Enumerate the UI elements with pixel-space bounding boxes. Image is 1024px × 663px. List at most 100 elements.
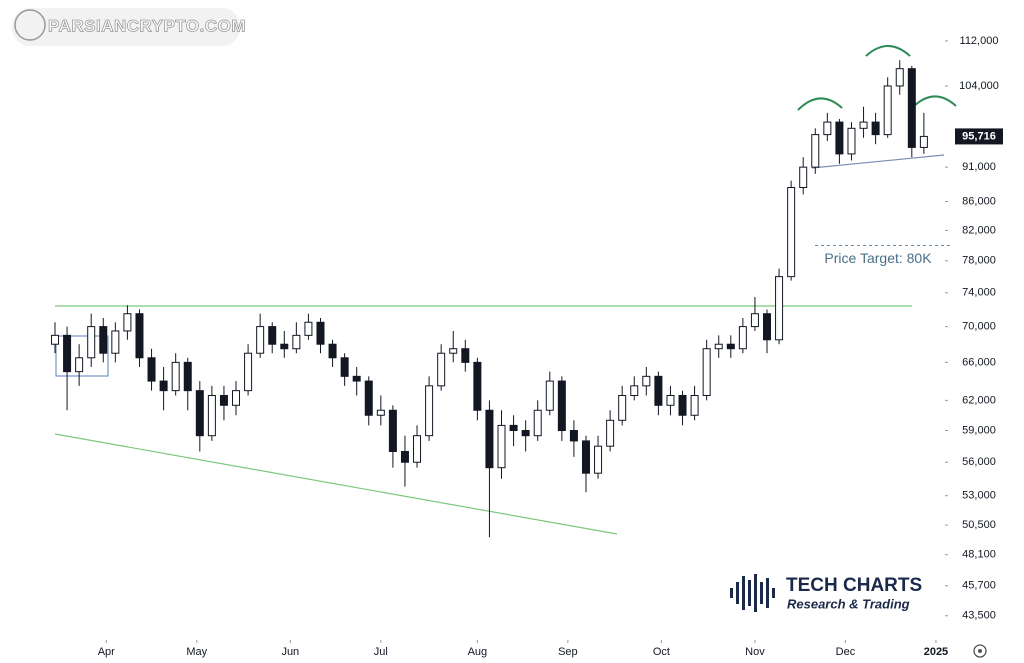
candle-body <box>618 394 627 421</box>
candle-body <box>919 135 928 148</box>
range-box <box>55 335 109 377</box>
last-price-box <box>955 128 1003 145</box>
x-tick-label: 2025 <box>924 646 948 658</box>
candle-body <box>726 343 735 350</box>
candle-body <box>171 361 180 392</box>
candle-body <box>750 313 759 328</box>
neckline <box>811 154 945 169</box>
candle-body <box>787 187 796 278</box>
candle-body <box>763 313 771 341</box>
shoulder-arc <box>911 95 957 109</box>
candle-body <box>473 361 482 411</box>
candle-body <box>666 394 675 406</box>
last-price-label: 95,716 <box>962 130 996 142</box>
candle-body <box>557 380 566 432</box>
candle-body <box>87 326 96 359</box>
candle-body <box>569 430 578 442</box>
y-tick-label: 78,000 <box>962 255 996 267</box>
candle-body <box>461 348 470 363</box>
candle-body <box>51 334 59 345</box>
support-line <box>54 433 618 535</box>
candle-body <box>606 419 615 447</box>
candle-body <box>811 134 820 168</box>
candle-body <box>738 326 747 350</box>
candle-body <box>545 380 554 411</box>
y-tick-label: 91,000 <box>962 161 996 173</box>
candle-body <box>159 380 168 392</box>
y-tick-label: 112,000 <box>960 35 999 47</box>
x-tick-label: Oct <box>653 646 670 658</box>
candle-body <box>147 357 156 382</box>
candle-body <box>268 326 277 345</box>
logo-icon <box>730 574 775 612</box>
logo-subtitle: Research & Trading <box>787 596 910 611</box>
y-tick-label: 62,000 <box>962 394 996 406</box>
candle-body <box>449 348 458 354</box>
candle-body <box>304 321 313 336</box>
candle-body <box>594 445 603 474</box>
candle-body <box>630 385 639 396</box>
candle-body <box>388 409 397 452</box>
x-tick-label: Sep <box>558 646 578 658</box>
candle-body <box>328 343 337 359</box>
y-tick-label: 43,500 <box>962 610 996 622</box>
x-tick-label: Apr <box>98 646 115 658</box>
candle-body <box>847 127 856 155</box>
y-tick-label: 74,000 <box>962 287 996 299</box>
candle-body <box>437 352 446 387</box>
candle-body <box>376 409 385 416</box>
y-tick-label: 82,000 <box>962 224 996 236</box>
y-tick-label: 86,000 <box>962 195 996 207</box>
y-tick-label: 104,000 <box>959 80 999 92</box>
candle-body <box>352 375 361 382</box>
candle-body <box>292 334 301 350</box>
candle-body <box>111 330 120 354</box>
candle-body <box>400 450 409 463</box>
candle-body <box>425 385 434 437</box>
x-tick-label: Aug <box>468 646 488 658</box>
candle-body <box>714 343 723 350</box>
candle-body <box>219 394 228 406</box>
candle-body <box>799 166 808 189</box>
candle-body <box>581 440 590 474</box>
candle-body <box>485 409 494 469</box>
y-tick-label: 70,000 <box>962 321 996 333</box>
candle-body <box>207 394 216 437</box>
candle-body <box>678 394 687 416</box>
x-tick-label: Dec <box>836 646 856 658</box>
x-tick-label: Nov <box>745 646 765 658</box>
settings-icon[interactable] <box>973 644 987 658</box>
candle-body <box>183 361 192 392</box>
y-tick-label: 66,000 <box>962 356 996 368</box>
x-tick-label: Jun <box>281 646 299 658</box>
y-tick-label: 59,000 <box>962 424 996 436</box>
y-tick-label: 56,000 <box>962 456 996 468</box>
candle-body <box>895 68 904 87</box>
shoulder-arc <box>797 97 843 111</box>
candle-body <box>413 435 422 463</box>
candle-body <box>75 357 84 373</box>
x-tick-label: Jul <box>374 646 388 658</box>
x-tick-label: May <box>186 646 207 658</box>
candle-body <box>135 313 144 359</box>
watermark-box <box>12 8 240 46</box>
candle-body <box>775 276 784 341</box>
candle-body <box>63 334 72 373</box>
candle-body <box>232 390 241 406</box>
candle-body <box>280 343 289 350</box>
candle-body <box>521 430 530 437</box>
head-arc <box>865 45 911 57</box>
candle-body <box>907 68 916 148</box>
candle-body <box>195 390 204 437</box>
candle-body <box>256 326 265 354</box>
y-tick-label: 48,100 <box>962 549 996 561</box>
candle-body <box>533 409 542 437</box>
candle-body <box>871 121 880 136</box>
candle-body <box>690 394 699 416</box>
candle-body <box>654 375 663 406</box>
candle-body <box>835 121 844 155</box>
y-tick-label: 50,500 <box>962 519 996 531</box>
candle-body <box>123 313 132 332</box>
price-target-label: Price Target: 80K <box>824 250 932 266</box>
